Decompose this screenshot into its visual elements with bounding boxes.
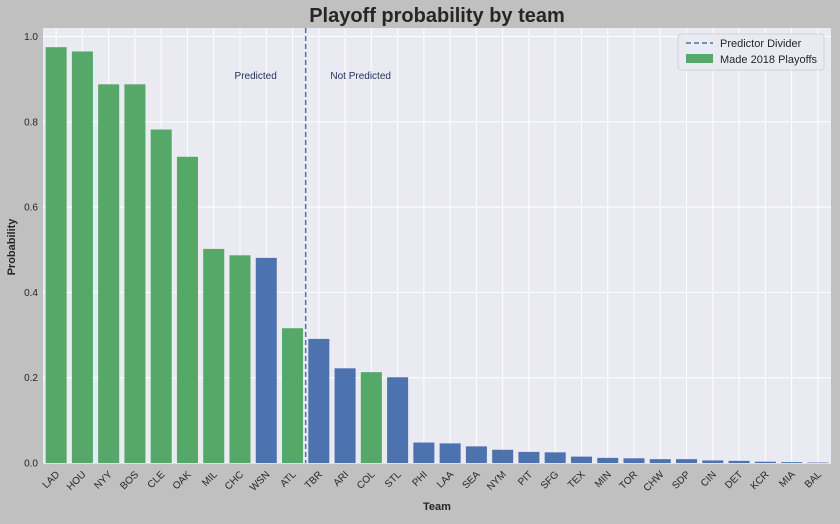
- chart-title: Playoff probability by team: [309, 5, 565, 27]
- bar-laa: [440, 443, 461, 463]
- bar-cin: [702, 460, 723, 463]
- y-tick-label: 1.0: [24, 32, 38, 43]
- y-tick-label: 0.4: [24, 288, 38, 299]
- bar-lad: [46, 47, 67, 463]
- bar-atl: [282, 328, 303, 463]
- bar-chc: [229, 255, 250, 463]
- bar-stl: [387, 377, 408, 463]
- bar-bos: [124, 84, 145, 463]
- bar-mil: [203, 249, 224, 463]
- bar-min: [597, 458, 618, 463]
- legend: Predictor Divider Made 2018 Playoffs: [678, 34, 824, 70]
- bar-phi: [413, 443, 434, 463]
- bar-nyy: [98, 84, 119, 463]
- bar-cle: [151, 130, 172, 464]
- bar-hou: [72, 51, 93, 463]
- bar-sfg: [545, 452, 566, 463]
- y-tick-label: 0.6: [24, 203, 38, 214]
- bar-pit: [518, 452, 539, 463]
- bar-wsn: [256, 258, 277, 463]
- bar-sdp: [676, 459, 697, 463]
- bar-sea: [466, 446, 487, 463]
- bar-ari: [335, 368, 356, 463]
- bar-det: [729, 461, 750, 463]
- y-tick-label: 0.2: [24, 373, 38, 384]
- bar-mia: [781, 462, 802, 463]
- bar-kcr: [755, 462, 776, 463]
- bar-tex: [571, 457, 592, 463]
- annotation-predicted: Predicted: [235, 71, 277, 82]
- x-axis-label: Team: [423, 501, 451, 513]
- bar-tor: [623, 458, 644, 463]
- legend-playoff-swatch: [686, 54, 713, 63]
- y-axis-label: Probability: [6, 218, 18, 276]
- annotation-not-predicted: Not Predicted: [330, 71, 391, 82]
- legend-label-made-playoffs: Made 2018 Playoffs: [720, 54, 818, 66]
- legend-label-predictor-divider: Predictor Divider: [720, 38, 802, 50]
- y-tick-label: 0.0: [24, 459, 38, 470]
- bar-col: [361, 372, 382, 463]
- bar-oak: [177, 157, 198, 463]
- bar-nym: [492, 450, 513, 463]
- y-tick-label: 0.8: [24, 117, 38, 128]
- bar-tbr: [308, 339, 329, 463]
- bar-chw: [650, 459, 671, 463]
